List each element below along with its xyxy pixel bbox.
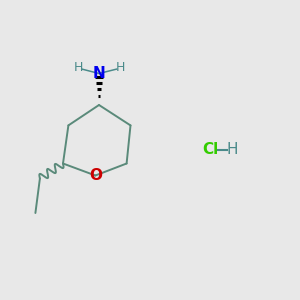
Text: O: O	[89, 168, 102, 183]
Text: H: H	[73, 61, 83, 74]
Text: H: H	[116, 61, 125, 74]
Text: N: N	[93, 66, 105, 81]
Text: Cl: Cl	[202, 142, 218, 158]
Text: H: H	[227, 142, 238, 158]
